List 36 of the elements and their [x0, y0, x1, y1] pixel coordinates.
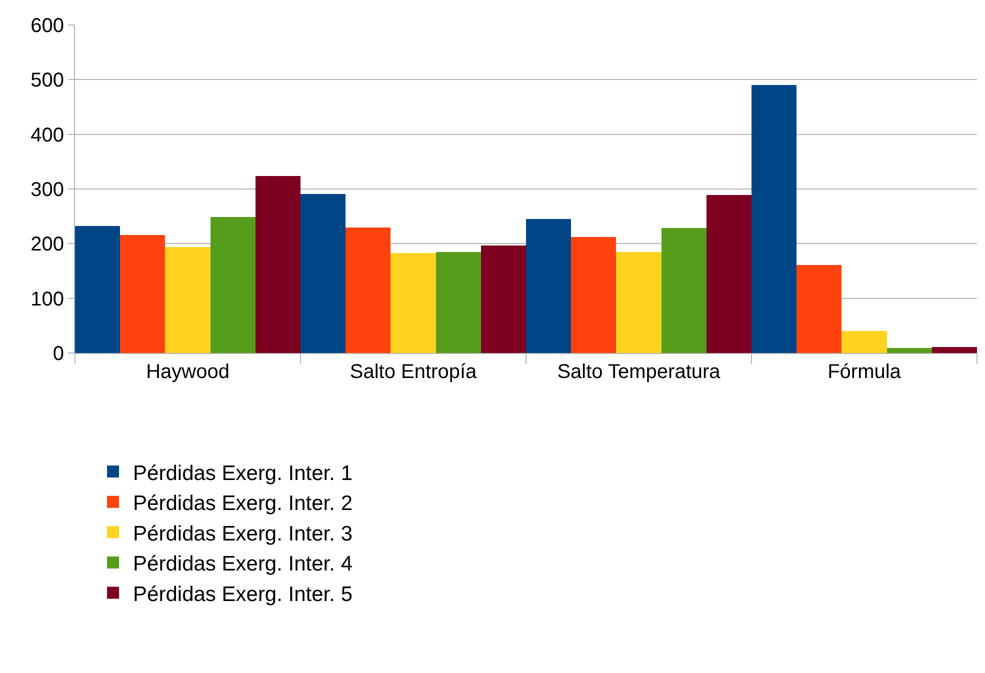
bar [842, 331, 887, 353]
y-tick-label: 0 [52, 343, 64, 365]
bar [932, 346, 977, 353]
bar [571, 237, 616, 353]
x-tick-label: Haywood [146, 361, 230, 383]
bar [480, 245, 526, 353]
x-tick-label: Salto Entropía [350, 361, 478, 383]
bar [752, 85, 797, 353]
y-tick-label: 300 [30, 179, 64, 201]
y-tick-label: 600 [30, 15, 64, 37]
legend-label: Pérdidas Exerg. Inter. 3 [133, 522, 353, 546]
bar [796, 264, 842, 353]
bar [346, 227, 391, 353]
bar [255, 176, 300, 353]
bar [616, 252, 662, 353]
bar [886, 348, 932, 353]
y-tick-label: 500 [30, 70, 64, 92]
bar [75, 226, 120, 353]
bar [300, 194, 346, 353]
legend-label: Pérdidas Exerg. Inter. 1 [133, 462, 353, 485]
bar [210, 216, 256, 353]
bar [165, 246, 210, 353]
bar [120, 234, 166, 353]
bar [390, 252, 436, 353]
y-tick-label: 400 [30, 124, 64, 146]
bar [526, 219, 572, 353]
legend-label: Pérdidas Exerg. Inter. 5 [133, 582, 353, 606]
bar [706, 195, 752, 353]
bar [661, 228, 706, 353]
y-tick-label: 200 [30, 234, 64, 256]
x-tick-label: Salto Temperatura [557, 361, 722, 383]
x-tick-label: Fórmula [828, 361, 902, 383]
legend-label: Pérdidas Exerg. Inter. 2 [133, 492, 353, 516]
y-tick-label: 100 [30, 288, 64, 310]
bar [436, 252, 481, 353]
legend-label: Pérdidas Exerg. Inter. 4 [133, 552, 353, 576]
